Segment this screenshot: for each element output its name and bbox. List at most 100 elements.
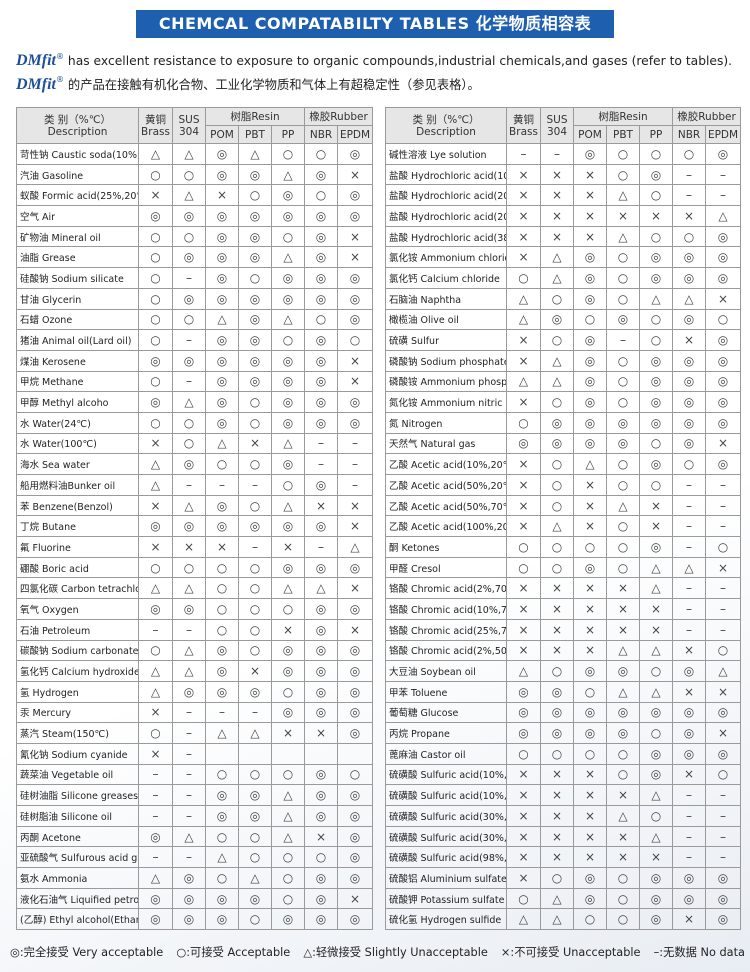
rating-cell: ◎ bbox=[270, 908, 306, 931]
row: 乙酸 Acetic acid(50%,70℃) × ○ × △ × – – bbox=[385, 494, 742, 517]
empty-cell bbox=[270, 742, 306, 765]
rating-cell: △ bbox=[638, 287, 674, 310]
rating-cell: ◎ bbox=[205, 494, 239, 517]
rating-cell: ◎ bbox=[573, 246, 607, 269]
rating-cell: △ bbox=[238, 143, 272, 165]
row: 亚硫酸气 Sulfurous acid gas – – △ ○ ○ ○ ◎ bbox=[16, 846, 374, 869]
rating-cell: × bbox=[606, 205, 640, 227]
rating-cell: ○ bbox=[506, 887, 541, 910]
rating-cell: × bbox=[138, 742, 173, 765]
rating-cell: – bbox=[672, 598, 707, 620]
rating-cell: △ bbox=[270, 805, 306, 827]
rating-cell: ○ bbox=[606, 742, 640, 765]
rating-cell: △ bbox=[270, 163, 306, 186]
rating-cell: ◎ bbox=[238, 349, 272, 372]
rating-cell: ○ bbox=[540, 391, 574, 413]
rating-cell: ◎ bbox=[172, 515, 206, 538]
rating-cell: ◎ bbox=[304, 515, 339, 538]
rating-cell: – bbox=[506, 143, 541, 165]
row: 甲苯 Toluene ◎ ◎ ○ △ △ × × bbox=[385, 680, 742, 703]
row: 海水 Sea water △ ◎ ○ ○ ◎ – – bbox=[16, 453, 374, 475]
rating-cell: ○ bbox=[506, 742, 541, 765]
rating-cell: – bbox=[304, 453, 339, 475]
rating-cell: ○ bbox=[304, 308, 339, 331]
rating-cell: ○ bbox=[238, 825, 272, 848]
rating-cell: ◎ bbox=[606, 722, 640, 744]
rating-cell: ○ bbox=[238, 577, 272, 600]
rating-cell: × bbox=[638, 515, 674, 538]
rating-cell: △ bbox=[138, 660, 173, 682]
sus-header: SUS 304 bbox=[172, 107, 206, 144]
rating-cell: – bbox=[705, 163, 742, 186]
row-name: 水 Water(24℃) bbox=[16, 411, 139, 434]
rating-cell: ◎ bbox=[638, 246, 674, 269]
rating-cell: △ bbox=[138, 453, 173, 475]
rating-cell: × bbox=[506, 205, 541, 227]
rating-cell: – bbox=[672, 184, 707, 207]
row-name: 氧气 Oxygen bbox=[16, 598, 139, 620]
rating-cell: ○ bbox=[270, 143, 306, 165]
row: 甲醛 Cresol ○ ○ ◎ ○ △ △ × bbox=[385, 556, 742, 579]
rating-cell: × bbox=[506, 784, 541, 806]
row-name: 氮 Nitrogen bbox=[385, 411, 507, 434]
rating-cell: – bbox=[705, 846, 742, 869]
rating-cell: × bbox=[705, 680, 742, 703]
rating-cell: ◎ bbox=[705, 143, 742, 165]
rating-cell: ◎ bbox=[138, 887, 173, 910]
rating-cell: △ bbox=[672, 287, 707, 310]
rating-cell: – bbox=[672, 618, 707, 641]
rating-cell: △ bbox=[172, 639, 206, 662]
rating-cell: – bbox=[172, 701, 206, 724]
rating-cell: ○ bbox=[573, 680, 607, 703]
rating-cell: ◎ bbox=[337, 556, 374, 579]
row: 磷酸钠 Sodium phosphate × △ ◎ ○ ◎ ◎ ◎ bbox=[385, 349, 742, 372]
row: 蚁酸 Formic acid(25%,20℃) × △ × ○ ◎ ○ ◎ bbox=[16, 184, 374, 207]
rating-cell: ◎ bbox=[337, 411, 374, 434]
title: CHEMCAL COMPATABILTY TABLES 化学物质相容表 bbox=[136, 10, 614, 38]
row-name: 亚硫酸气 Sulfurous acid gas bbox=[16, 846, 139, 869]
row: 橄榄油 Olive oil △ ◎ ○ ◎ ○ ◎ ○ bbox=[385, 308, 742, 331]
description-header-en: Description bbox=[47, 125, 108, 138]
row-name: 硫磺酸 Sulfuric acid(30%,70℃) bbox=[385, 825, 507, 848]
rating-cell: △ bbox=[705, 205, 742, 227]
row: 油脂 Grease ○ ◎ ◎ ◎ △ ◎ × bbox=[16, 246, 374, 269]
row-name: 石脑油 Naphtha bbox=[385, 287, 507, 310]
rating-cell: ◎ bbox=[705, 411, 742, 434]
row: 盐酸 Hydrochloric acid(10%,20℃)×××○◎–– bbox=[385, 163, 742, 186]
rating-cell: – bbox=[672, 846, 707, 869]
rating-cell: – bbox=[138, 805, 173, 827]
row: 甲烷 Methane ○ – ◎ ◎ ◎ ◎ × bbox=[16, 370, 374, 393]
row: 氨水 Ammonia △ ◎ ○ △ ○ ◎ ◎ bbox=[16, 867, 374, 889]
rating-cell: ◎ bbox=[606, 308, 640, 331]
rating-cell: ○ bbox=[205, 577, 239, 600]
rating-cell: ○ bbox=[540, 474, 574, 496]
row: 氯化铵 Ammonium chloride × △ ◎ ○ ◎ ◎ ◎ bbox=[385, 246, 742, 269]
rating-cell: △ bbox=[506, 287, 541, 310]
rating-cell: ○ bbox=[573, 308, 607, 331]
rating-cell: × bbox=[638, 205, 674, 227]
rating-cell: ◎ bbox=[638, 701, 674, 724]
rating-cell: × bbox=[672, 329, 707, 351]
rating-cell: – bbox=[172, 742, 206, 765]
rating-cell: ◎ bbox=[705, 246, 742, 269]
rating-cell: ◎ bbox=[573, 887, 607, 910]
rating-cell: ◎ bbox=[304, 887, 339, 910]
row-name: 甲醛 Cresol bbox=[385, 556, 507, 579]
rating-cell: ◎ bbox=[573, 267, 607, 289]
rating-cell: ◎ bbox=[638, 887, 674, 910]
rating-cell: × bbox=[638, 618, 674, 641]
rating-cell: ◎ bbox=[138, 908, 173, 931]
row-name: 硫化氢 Hydrogen sulfide bbox=[385, 908, 507, 931]
row: 丁烷 Butane ◎ ◎ ◎ ◎ ◎ ◎ × bbox=[16, 515, 374, 538]
rating-cell: ○ bbox=[205, 825, 239, 848]
rating-cell: × bbox=[573, 805, 607, 827]
rating-cell: ◎ bbox=[205, 329, 239, 351]
rating-cell: ○ bbox=[606, 536, 640, 558]
rating-cell: ◎ bbox=[705, 225, 742, 248]
row-name: 硫磺酸 Sulfuric acid(10%,20℃) bbox=[385, 763, 507, 786]
rating-cell: ○ bbox=[138, 308, 173, 331]
rating-cell: ○ bbox=[205, 867, 239, 889]
rating-cell: – bbox=[172, 370, 206, 393]
rating-cell: ○ bbox=[238, 598, 272, 620]
row-name: 磷酸铵 Ammonium phosphate bbox=[385, 370, 507, 393]
